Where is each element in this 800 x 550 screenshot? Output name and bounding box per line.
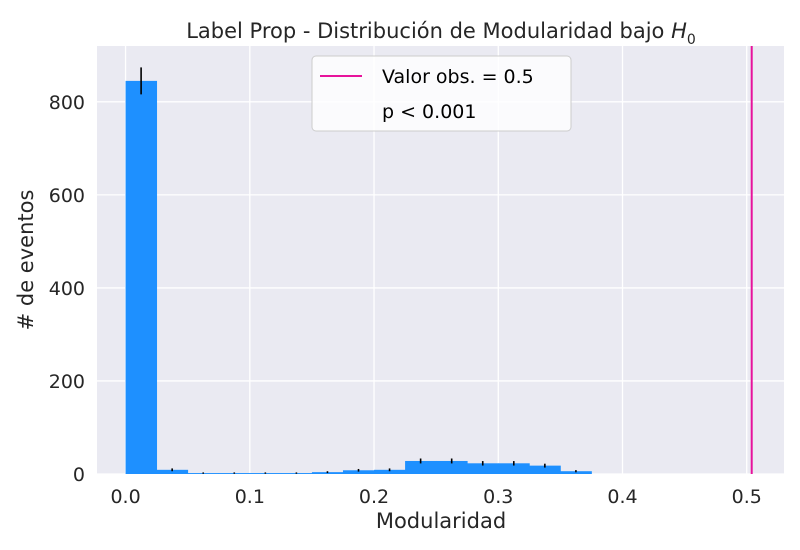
chart-title-subscript: 0	[687, 32, 696, 48]
histogram-bar	[156, 469, 189, 474]
legend-observed-label: Valor obs. = 0.5	[382, 66, 534, 88]
x-tick-label: 0.1	[235, 486, 265, 508]
histogram-bar	[467, 463, 499, 474]
chart-title-math: H	[671, 19, 687, 43]
chart-title: Label Prop - Distribución de Modularidad…	[186, 19, 696, 48]
y-axis-label: # de eventos	[14, 190, 38, 331]
y-tick-label: 600	[49, 185, 85, 207]
legend: Valor obs. = 0.5 p < 0.001	[311, 55, 572, 132]
y-tick-label: 0	[73, 464, 85, 486]
histogram-bar	[374, 469, 406, 474]
y-tick-label: 800	[49, 92, 85, 114]
x-tick-label: 0.5	[732, 486, 762, 508]
x-tick-label: 0.3	[483, 486, 513, 508]
chart-title-text: Label Prop - Distribución de Modularidad…	[186, 19, 671, 43]
y-tick-labels: 0 200 400 600 800	[49, 92, 85, 486]
x-tick-label: 0.4	[607, 486, 637, 508]
error-bars	[140, 67, 577, 474]
x-tick-labels: 0.0 0.1 0.2 0.3 0.4 0.5	[110, 486, 761, 508]
histogram-bar	[529, 465, 561, 474]
histogram-bar	[560, 471, 592, 474]
histogram-bar	[498, 463, 530, 474]
x-tick-label: 0.2	[359, 486, 389, 508]
histogram-bars	[125, 80, 592, 475]
histogram-bar	[342, 470, 375, 474]
histogram-bar	[125, 80, 158, 475]
legend-box	[311, 55, 572, 132]
x-tick-label: 0.0	[110, 486, 140, 508]
x-axis-label: Modularidad	[376, 509, 506, 533]
y-tick-label: 200	[49, 371, 85, 393]
histogram-bar	[436, 460, 468, 474]
legend-pvalue-label: p < 0.001	[382, 101, 476, 123]
histogram-bar	[405, 460, 437, 474]
y-tick-label: 400	[49, 278, 85, 300]
